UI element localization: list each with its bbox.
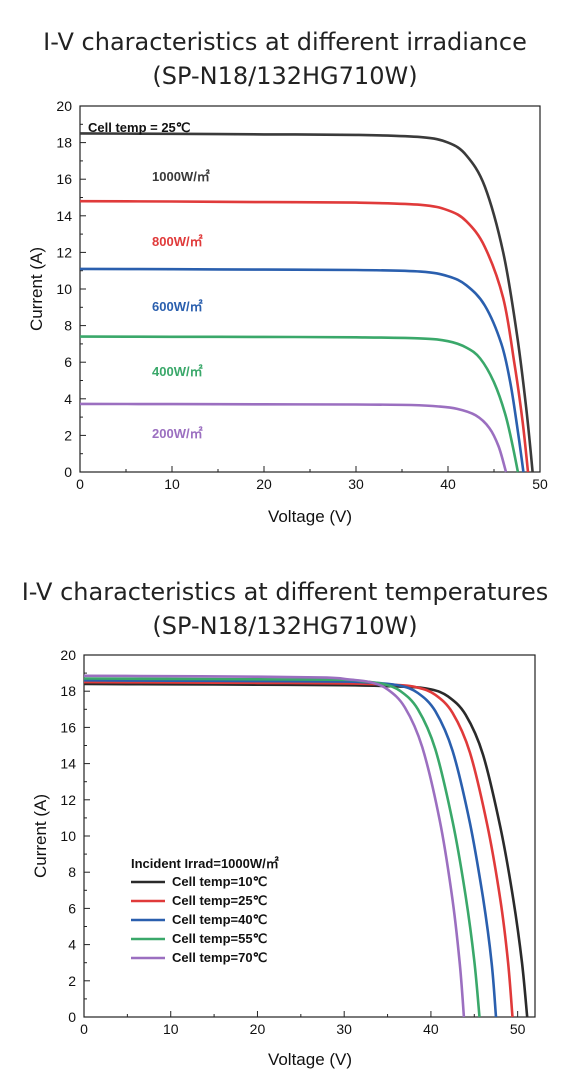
series-label: 200W/㎡	[152, 426, 203, 441]
y-axis-label: Current (A)	[31, 794, 50, 878]
x-tick-label: 40	[440, 476, 456, 492]
chart-subtitle: (SP-N18/132HG710W)	[152, 62, 417, 90]
series-group	[79, 132, 534, 473]
plot-frame	[83, 654, 536, 1018]
chart-title: I-V characteristics at different tempera…	[22, 578, 549, 606]
y-tick-label: 2	[68, 973, 76, 989]
x-tick-label: 50	[532, 476, 548, 492]
y-tick-label: 20	[60, 647, 76, 663]
y-tick-label: 14	[56, 208, 72, 224]
axis-ticks: 0 10 20 30 40 50 0 2 4 6 8 10 12 14 16 18 20	[60, 647, 525, 1037]
x-tick-label: 10	[164, 476, 180, 492]
x-tick-label: 30	[348, 476, 364, 492]
series-labels: 1000W/㎡ 800W/㎡ 600W/㎡ 400W/㎡ 200W/㎡	[152, 169, 210, 441]
series-label: 400W/㎡	[152, 364, 203, 379]
y-tick-label: 8	[64, 318, 72, 334]
temperature-chart-block: I-V characteristics at different tempera…	[0, 540, 570, 1079]
y-tick-label: 16	[60, 719, 76, 735]
x-tick-label: 40	[423, 1021, 439, 1037]
series-line	[79, 402, 508, 473]
x-tick-label: 0	[80, 1021, 88, 1037]
x-tick-label: 10	[163, 1021, 179, 1037]
series-line	[79, 335, 520, 473]
y-tick-label: 10	[60, 828, 76, 844]
x-tick-label: 50	[510, 1021, 526, 1037]
axis-ticks: 0 10 20 30 40 50 0 2 4 6 8 10 12 14 16 18 20	[56, 98, 548, 492]
legend-entry: Cell temp=10℃	[172, 874, 267, 889]
y-tick-label: 16	[56, 171, 72, 187]
y-tick-label: 18	[60, 683, 76, 699]
legend-title: Incident Irrad=1000W/㎡	[131, 856, 279, 871]
y-tick-label: 0	[68, 1009, 76, 1025]
y-tick-label: 6	[64, 354, 72, 370]
chart-subtitle: (SP-N18/132HG710W)	[152, 612, 417, 640]
irradiance-chart-block: I-V characteristics at different irradia…	[27, 28, 548, 526]
y-tick-label: 20	[56, 98, 72, 114]
series-group	[83, 674, 529, 1018]
chart-title: I-V characteristics at different irradia…	[43, 28, 527, 56]
legend-entry: Cell temp=55℃	[172, 931, 267, 946]
series-line	[79, 132, 534, 473]
series-line	[79, 267, 525, 473]
series-label: 600W/㎡	[152, 299, 203, 314]
series-line	[83, 674, 466, 1018]
y-tick-label: 12	[60, 792, 76, 808]
legend-entry: Cell temp=40℃	[172, 912, 267, 927]
x-axis-label: Voltage (V)	[268, 507, 352, 526]
series-line	[83, 679, 498, 1018]
legend-entry: Cell temp=25℃	[172, 893, 267, 908]
y-tick-label: 2	[64, 427, 72, 443]
x-tick-label: 30	[336, 1021, 352, 1037]
y-tick-label: 10	[56, 281, 72, 297]
series-line	[83, 680, 514, 1018]
x-tick-label: 20	[250, 1021, 266, 1037]
y-axis-label: Current (A)	[27, 247, 46, 331]
temperature-annotation: Cell temp = 25℃	[88, 120, 190, 135]
y-tick-label: 4	[64, 391, 72, 407]
y-tick-label: 4	[68, 937, 76, 953]
y-tick-label: 12	[56, 244, 72, 260]
y-tick-label: 18	[56, 135, 72, 151]
y-tick-label: 0	[64, 464, 72, 480]
legend: Incident Irrad=1000W/㎡ Cell temp=10℃ Cell…	[131, 856, 279, 965]
x-tick-label: 0	[76, 476, 84, 492]
series-line	[83, 677, 481, 1018]
series-line	[83, 682, 529, 1018]
series-line	[79, 199, 530, 473]
series-label: 1000W/㎡	[152, 169, 210, 184]
y-tick-label: 6	[68, 900, 76, 916]
temperature-chart: I-V characteristics at different tempera…	[22, 578, 549, 1069]
legend-entry: Cell temp=70℃	[172, 950, 267, 965]
x-tick-label: 20	[256, 476, 272, 492]
y-tick-label: 8	[68, 864, 76, 880]
x-axis-label: Voltage (V)	[268, 1050, 352, 1069]
irradiance-chart: I-V characteristics at different irradia…	[27, 28, 548, 526]
series-label: 800W/㎡	[152, 234, 203, 249]
y-tick-label: 14	[60, 756, 76, 772]
